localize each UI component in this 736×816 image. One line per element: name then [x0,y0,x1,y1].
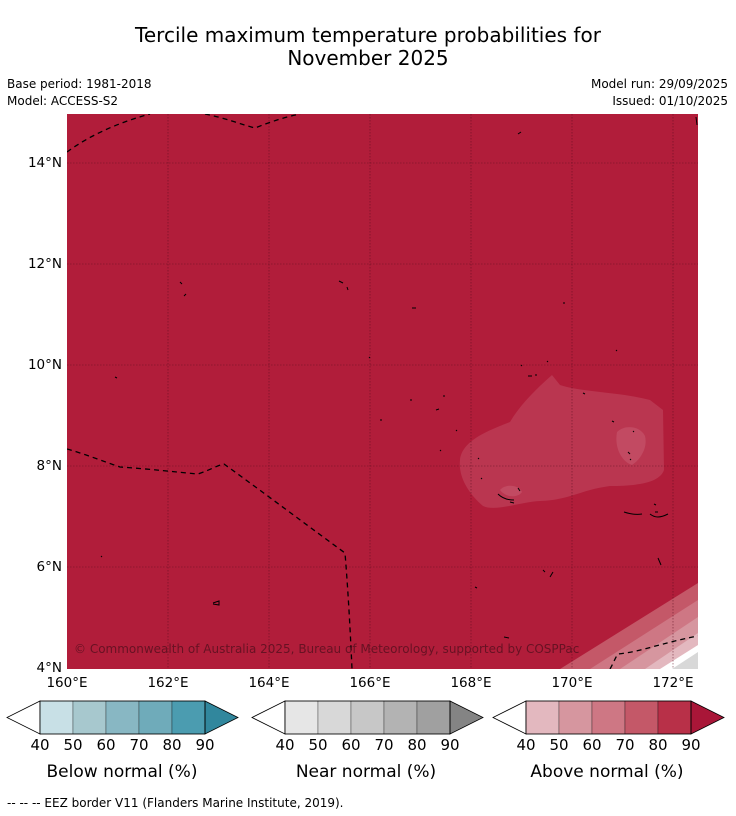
near-colorbar-segment [284,700,319,735]
model-label: Model: ACCESS-S2 [7,94,119,108]
near-colorbar-tick: 80 [407,736,427,754]
above-colorbar-segment [591,700,626,735]
map-background [67,114,698,669]
eez-footer-note: -- -- -- EEZ border V11 (Flanders Marine… [7,796,344,810]
above-colorbar-tick: 90 [681,736,701,754]
near-colorbar-right-arrow [449,700,484,735]
above-colorbar-tick: 70 [615,736,635,754]
near-colorbar-left-arrow [251,700,286,735]
near-colorbar-tick: 50 [308,736,328,754]
below-colorbar-tick: 50 [63,736,83,754]
x-label-162e: 162°E [147,675,189,691]
above-normal-title: Above normal (%) [530,762,684,782]
above-colorbar-tick: 50 [549,736,569,754]
below-colorbar-right-arrow [204,700,239,735]
above-colorbar-right-arrow [690,700,725,735]
near-colorbar-segment [317,700,352,735]
near-colorbar-outline [284,700,451,735]
near-normal-title: Near normal (%) [295,762,437,782]
below-colorbar-outline [39,700,206,735]
above-colorbar-segment [657,700,692,735]
x-label-172e: 172°E [652,675,694,691]
map-area: © Commonwealth of Australia 2025, Bureau… [67,114,698,669]
islands [100,116,698,639]
above-colorbar-segment [558,700,593,735]
above-colorbar-left-arrow [492,700,527,735]
copyright-watermark: © Commonwealth of Australia 2025, Bureau… [74,642,579,656]
below-colorbar-segment [138,700,173,735]
chart-title-line2: November 2025 [287,46,449,70]
y-label-4n: 4°N [36,660,62,676]
y-label-14n: 14°N [27,155,62,171]
near-colorbar-segment [350,700,385,735]
x-label-164e: 164°E [248,675,290,691]
near-colorbar-tick: 40 [275,736,295,754]
near-colorbar-segment [416,700,451,735]
y-label-10n: 10°N [27,357,62,373]
chart-title-line1: Tercile maximum temperature probabilitie… [135,23,601,47]
gridlines [67,114,698,669]
above-colorbar-tick: 40 [516,736,536,754]
eez-borders [67,114,698,669]
below-normal-title: Below normal (%) [46,762,198,782]
above-colorbar-segment [525,700,560,735]
x-label-166e: 166°E [349,675,391,691]
x-label-168e: 168°E [450,675,492,691]
near-colorbar-tick: 60 [341,736,361,754]
near-colorbar-tick: 70 [374,736,394,754]
y-label-12n: 12°N [27,256,62,272]
probability-band-6 [672,652,698,669]
colorbars [6,700,725,735]
below-colorbar-tick: 40 [30,736,50,754]
near-colorbar-segment [383,700,418,735]
below-colorbar-tick: 70 [129,736,149,754]
below-colorbar-tick: 90 [195,736,215,754]
above-colorbar-tick: 80 [648,736,668,754]
base-period-label: Base period: 1981-2018 [7,77,152,91]
below-colorbar-segment [105,700,140,735]
issued-label: Issued: 01/10/2025 [612,94,728,108]
probability-region-inner [616,427,646,465]
below-colorbar-left-arrow [6,700,41,735]
probability-region-lighter [459,375,664,508]
below-colorbar-segment [39,700,74,735]
y-label-8n: 8°N [36,458,62,474]
near-colorbar-tick: 90 [440,736,460,754]
below-colorbar-tick: 80 [162,736,182,754]
above-colorbar-tick: 60 [582,736,602,754]
x-label-160e: 160°E [46,675,88,691]
model-run-label: Model run: 29/09/2025 [590,77,728,91]
y-label-6n: 6°N [36,559,62,575]
probability-region-inner-2 [500,485,522,497]
x-label-170e: 170°E [551,675,593,691]
above-colorbar-segment [624,700,659,735]
below-colorbar-segment [171,700,206,735]
above-colorbar-outline [525,700,692,735]
below-colorbar-segment [72,700,107,735]
below-colorbar-tick: 60 [96,736,116,754]
